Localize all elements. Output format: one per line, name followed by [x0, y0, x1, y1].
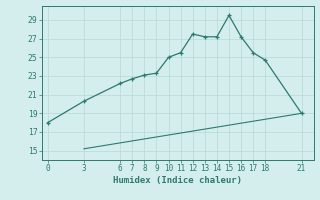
- X-axis label: Humidex (Indice chaleur): Humidex (Indice chaleur): [113, 176, 242, 185]
